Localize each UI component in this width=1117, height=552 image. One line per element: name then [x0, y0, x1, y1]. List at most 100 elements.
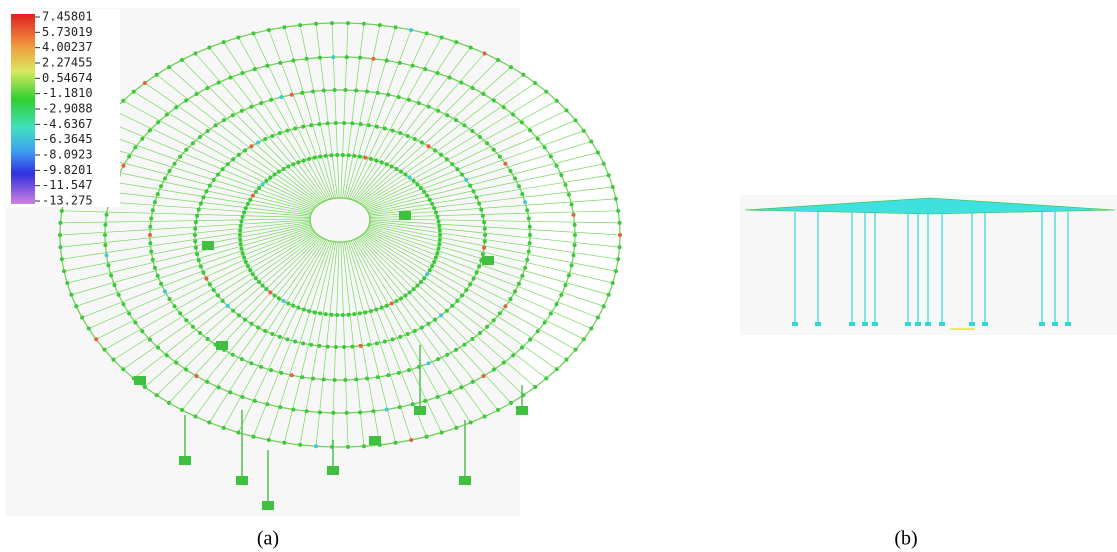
node: [394, 299, 398, 303]
node: [58, 233, 62, 237]
node: [242, 210, 246, 214]
node: [216, 294, 220, 298]
node: [217, 81, 221, 85]
node: [58, 221, 62, 225]
node: [408, 290, 412, 294]
node: [573, 223, 577, 227]
support: [216, 341, 228, 350]
node: [268, 176, 272, 180]
node: [549, 312, 553, 316]
node: [511, 113, 515, 117]
node: [285, 337, 289, 341]
node: [309, 343, 313, 347]
node: [322, 89, 326, 93]
node: [376, 375, 380, 379]
node: [470, 129, 474, 133]
support: [516, 406, 528, 415]
node: [445, 309, 449, 313]
node: [398, 405, 402, 409]
node: [430, 264, 434, 268]
support: [925, 322, 931, 326]
legend-label: -11.547: [42, 178, 93, 192]
node: [563, 183, 567, 187]
support: [982, 322, 988, 326]
node: [436, 71, 440, 75]
node: [573, 233, 577, 237]
node: [616, 209, 620, 213]
node: [435, 251, 439, 255]
node: [205, 380, 209, 384]
node: [481, 252, 485, 256]
node: [341, 313, 345, 317]
node: [479, 208, 483, 212]
node: [407, 98, 411, 102]
node: [618, 245, 622, 249]
node: [143, 385, 147, 389]
node: [427, 105, 431, 109]
node: [333, 88, 337, 92]
node: [286, 302, 290, 306]
node: [607, 293, 611, 297]
legend-label: -8.0923: [42, 148, 93, 162]
node: [343, 378, 347, 382]
node: [430, 202, 434, 206]
node: [359, 122, 363, 126]
node: [527, 250, 531, 254]
node: [239, 247, 243, 251]
node: [570, 203, 574, 207]
node: [60, 209, 64, 213]
node: [417, 101, 421, 105]
node: [121, 367, 125, 371]
node: [113, 283, 117, 287]
node: [270, 134, 274, 138]
node: [132, 90, 136, 94]
node: [148, 241, 152, 245]
node: [394, 167, 398, 171]
node: [80, 316, 84, 320]
node: [216, 172, 220, 176]
node: [483, 415, 487, 419]
node: [111, 358, 115, 362]
node: [427, 144, 431, 148]
node: [314, 444, 318, 448]
node: [567, 193, 571, 197]
node: [398, 131, 402, 135]
node: [291, 162, 295, 166]
node: [237, 313, 241, 317]
node: [231, 113, 235, 117]
node: [589, 139, 593, 143]
node: [277, 170, 281, 174]
node: [565, 358, 569, 362]
node: [423, 67, 427, 71]
node: [413, 137, 417, 141]
node: [238, 233, 242, 237]
node: [559, 293, 563, 297]
node: [261, 284, 265, 288]
color-bar: [11, 14, 35, 204]
node: [367, 123, 371, 127]
node: [419, 186, 423, 190]
node: [520, 274, 524, 278]
node: [270, 332, 274, 336]
node: [155, 73, 159, 77]
node: [254, 190, 258, 194]
node: [559, 173, 563, 177]
node: [438, 238, 442, 242]
node: [151, 208, 155, 212]
node: [509, 65, 513, 69]
node: [385, 407, 389, 411]
legend-label: 5.73019: [42, 25, 93, 39]
node: [163, 177, 167, 181]
node: [105, 253, 109, 257]
node: [201, 195, 205, 199]
node: [423, 399, 427, 403]
legend-label: -4.6367: [42, 117, 93, 131]
node: [222, 426, 226, 430]
node: [544, 90, 548, 94]
node: [437, 219, 441, 223]
node: [282, 25, 286, 29]
node: [193, 227, 197, 231]
node: [520, 192, 524, 196]
support: [202, 241, 214, 250]
node: [193, 233, 197, 237]
